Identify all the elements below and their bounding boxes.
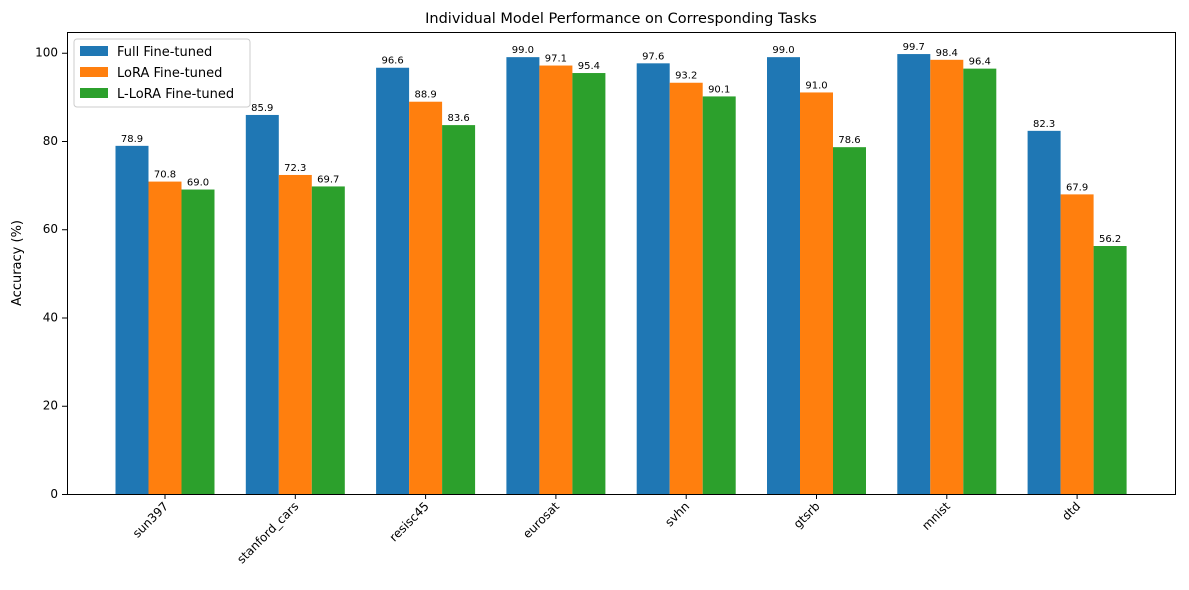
bar-svhn-series-1 [636, 63, 670, 494]
data-label: 85.9 [251, 103, 273, 114]
bar-mnist-series-3 [963, 68, 997, 495]
data-label: 95.4 [578, 61, 600, 72]
bar-svhn-series-3 [702, 96, 736, 494]
x-tick-label: resisc45 [387, 499, 432, 544]
bar-stanford-cars-series-3 [311, 186, 345, 494]
legend-label: Full Fine-tuned [117, 45, 212, 60]
bar-mnist-series-1 [897, 54, 931, 494]
legend: Full Fine-tuned LoRA Fine-tuned L-LoRA Fin… [73, 38, 251, 108]
y-tick-label: 20 [43, 399, 58, 413]
bar-resisc45-series-3 [442, 125, 476, 494]
data-label: 83.6 [447, 113, 469, 124]
bar-eurosat-series-1 [506, 57, 540, 495]
bar-eurosat-series-2 [539, 65, 573, 494]
x-tick-label: svhn [662, 499, 692, 529]
bar-eurosat-series-3 [572, 73, 606, 495]
data-label: 96.6 [381, 56, 403, 67]
data-label: 99.0 [772, 45, 794, 56]
x-tick-label: dtd [1059, 499, 1083, 523]
legend-box [73, 38, 251, 108]
bar-sun397-series-2 [148, 181, 182, 494]
y-tick-label: 100 [35, 46, 58, 60]
data-label: 78.9 [121, 134, 143, 145]
bar-sun397-series-3 [181, 189, 215, 494]
legend-swatch [80, 88, 108, 98]
data-label: 97.1 [545, 54, 567, 65]
data-label: 96.4 [969, 57, 991, 68]
data-label: 82.3 [1033, 119, 1055, 130]
x-tick-label: eurosat [520, 499, 562, 541]
data-label: 78.6 [838, 135, 860, 146]
data-label: 99.0 [512, 45, 534, 56]
y-axis-label: Accuracy (%) [10, 220, 25, 306]
y-axis: 0 20 40 60 80 100 [35, 46, 67, 501]
bar-gtsrb-series-3 [833, 147, 866, 494]
data-label: 70.8 [154, 170, 176, 181]
data-label: 90.1 [708, 84, 730, 95]
data-label: 93.2 [675, 71, 697, 82]
data-labels-group: 78.9 70.8 69.0 85.9 72.3 69.7 96.6 88.9 83.6 99.0… [121, 42, 1121, 245]
data-label: 99.7 [903, 42, 925, 53]
legend-swatch [80, 67, 108, 77]
bar-resisc45-series-1 [376, 67, 410, 494]
bar-sun397-series-1 [115, 145, 149, 494]
x-tick-label: stanford_cars [234, 499, 301, 566]
bar-dtd-series-2 [1060, 194, 1094, 494]
data-label: 69.7 [317, 174, 339, 185]
bar-dtd-series-3 [1093, 246, 1127, 494]
bar-mnist-series-2 [930, 59, 964, 494]
plot-frame [67, 32, 1176, 495]
y-tick-label: 0 [50, 487, 58, 501]
x-axis: sun397 stanford_cars resisc45 eurosat svhn gt… [130, 494, 1083, 566]
y-tick-label: 40 [43, 310, 58, 324]
bar-resisc45-series-2 [409, 101, 443, 494]
bar-stanford-cars-series-2 [278, 174, 312, 494]
data-label: 97.6 [642, 51, 664, 62]
bar-stanford-cars-series-1 [245, 114, 279, 494]
bar-dtd-series-1 [1027, 130, 1061, 494]
legend-label: LoRA Fine-tuned [117, 66, 222, 81]
bar-gtsrb-series-1 [767, 57, 800, 495]
data-label: 72.3 [284, 163, 306, 174]
x-tick-label: gtsrb [791, 499, 823, 531]
bars-group [115, 54, 1127, 495]
data-label: 98.4 [936, 48, 958, 59]
x-tick-label: sun397 [130, 499, 171, 540]
data-label: 67.9 [1066, 182, 1088, 193]
y-tick-label: 80 [43, 134, 58, 148]
data-label: 91.0 [805, 80, 827, 91]
data-label: 56.2 [1099, 234, 1121, 245]
legend-swatch [80, 46, 108, 56]
chart-title: Individual Model Performance on Correspo… [425, 11, 817, 27]
x-tick-label: mnist [919, 499, 953, 533]
bar-svhn-series-2 [669, 82, 703, 494]
legend-label: L-LoRA Fine-tuned [117, 87, 234, 102]
y-tick-label: 60 [43, 222, 58, 236]
bar-gtsrb-series-2 [800, 92, 833, 494]
data-label: 69.0 [187, 178, 209, 189]
data-label: 88.9 [414, 90, 436, 101]
